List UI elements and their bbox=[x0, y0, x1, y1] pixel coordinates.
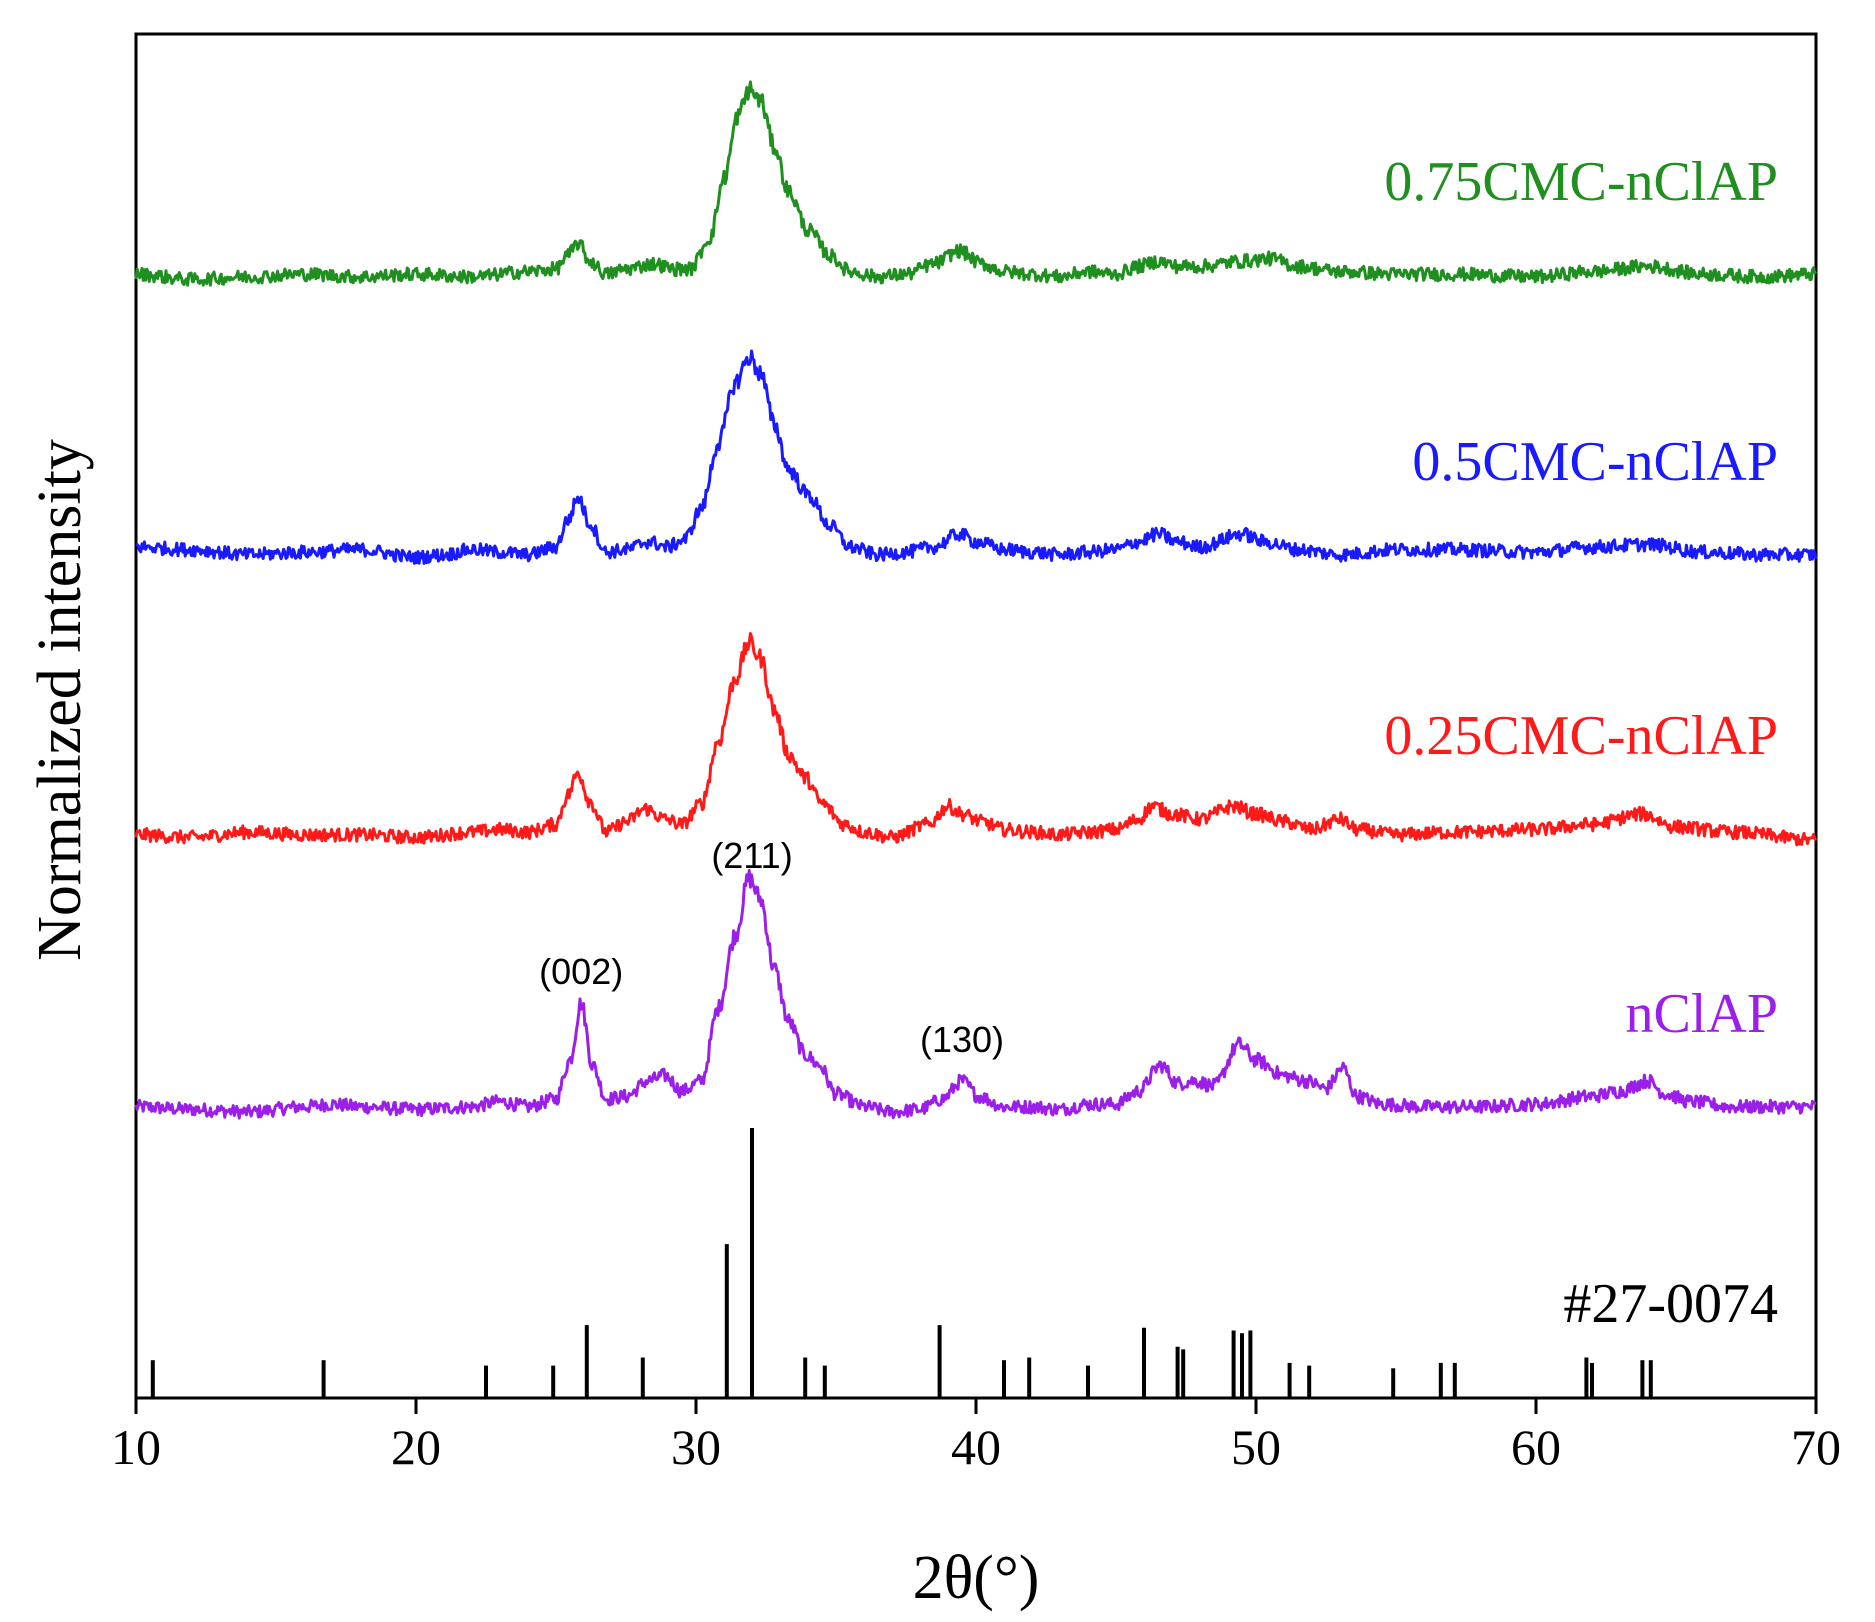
peak-label-002: (002) bbox=[539, 951, 623, 992]
series-label-0.25CMC-nClAP: 0.25CMC-nClAP bbox=[1384, 705, 1778, 767]
x-tick-label-10: 10 bbox=[111, 1419, 161, 1475]
trace-0.5CMC-nClAP bbox=[135, 349, 1818, 565]
series-label-0.75CMC-nClAP: 0.75CMC-nClAP bbox=[1384, 151, 1778, 213]
peak-label-211: (211) bbox=[711, 835, 792, 876]
peak-annotations: (002) (211) (130) bbox=[539, 835, 1004, 1060]
trace-nClAP bbox=[134, 869, 1817, 1120]
x-tick-label-30: 30 bbox=[671, 1419, 721, 1475]
x-tick-label-60: 60 bbox=[1511, 1419, 1561, 1475]
trace-0.75CMC-nClAP bbox=[134, 80, 1818, 287]
series-label-0.5CMC-nClAP: 0.5CMC-nClAP bbox=[1412, 431, 1778, 493]
series-labels: nClAP 0.25CMC-nClAP 0.5CMC-nClAP 0.75CMC-nC… bbox=[1384, 151, 1778, 1045]
reference-label: #27-0074 bbox=[1563, 1273, 1778, 1335]
peak-label-130: (130) bbox=[920, 1019, 1004, 1060]
x-tick-label-50: 50 bbox=[1231, 1419, 1281, 1475]
x-tick-label-70: 70 bbox=[1791, 1419, 1841, 1475]
reference-pattern bbox=[150, 1128, 1653, 1398]
x-axis-ticks: 10 20 30 40 50 60 70 bbox=[111, 1398, 1841, 1475]
x-axis-title: 2θ(°) bbox=[913, 1544, 1040, 1612]
xrd-traces bbox=[134, 80, 1818, 1120]
x-tick-label-20: 20 bbox=[391, 1419, 441, 1475]
series-label-nClAP: nClAP bbox=[1626, 983, 1779, 1045]
trace-0.25CMC-nClAP bbox=[134, 632, 1818, 847]
x-tick-label-40: 40 bbox=[951, 1419, 1001, 1475]
y-axis-title: Normalized intensity bbox=[26, 439, 94, 961]
